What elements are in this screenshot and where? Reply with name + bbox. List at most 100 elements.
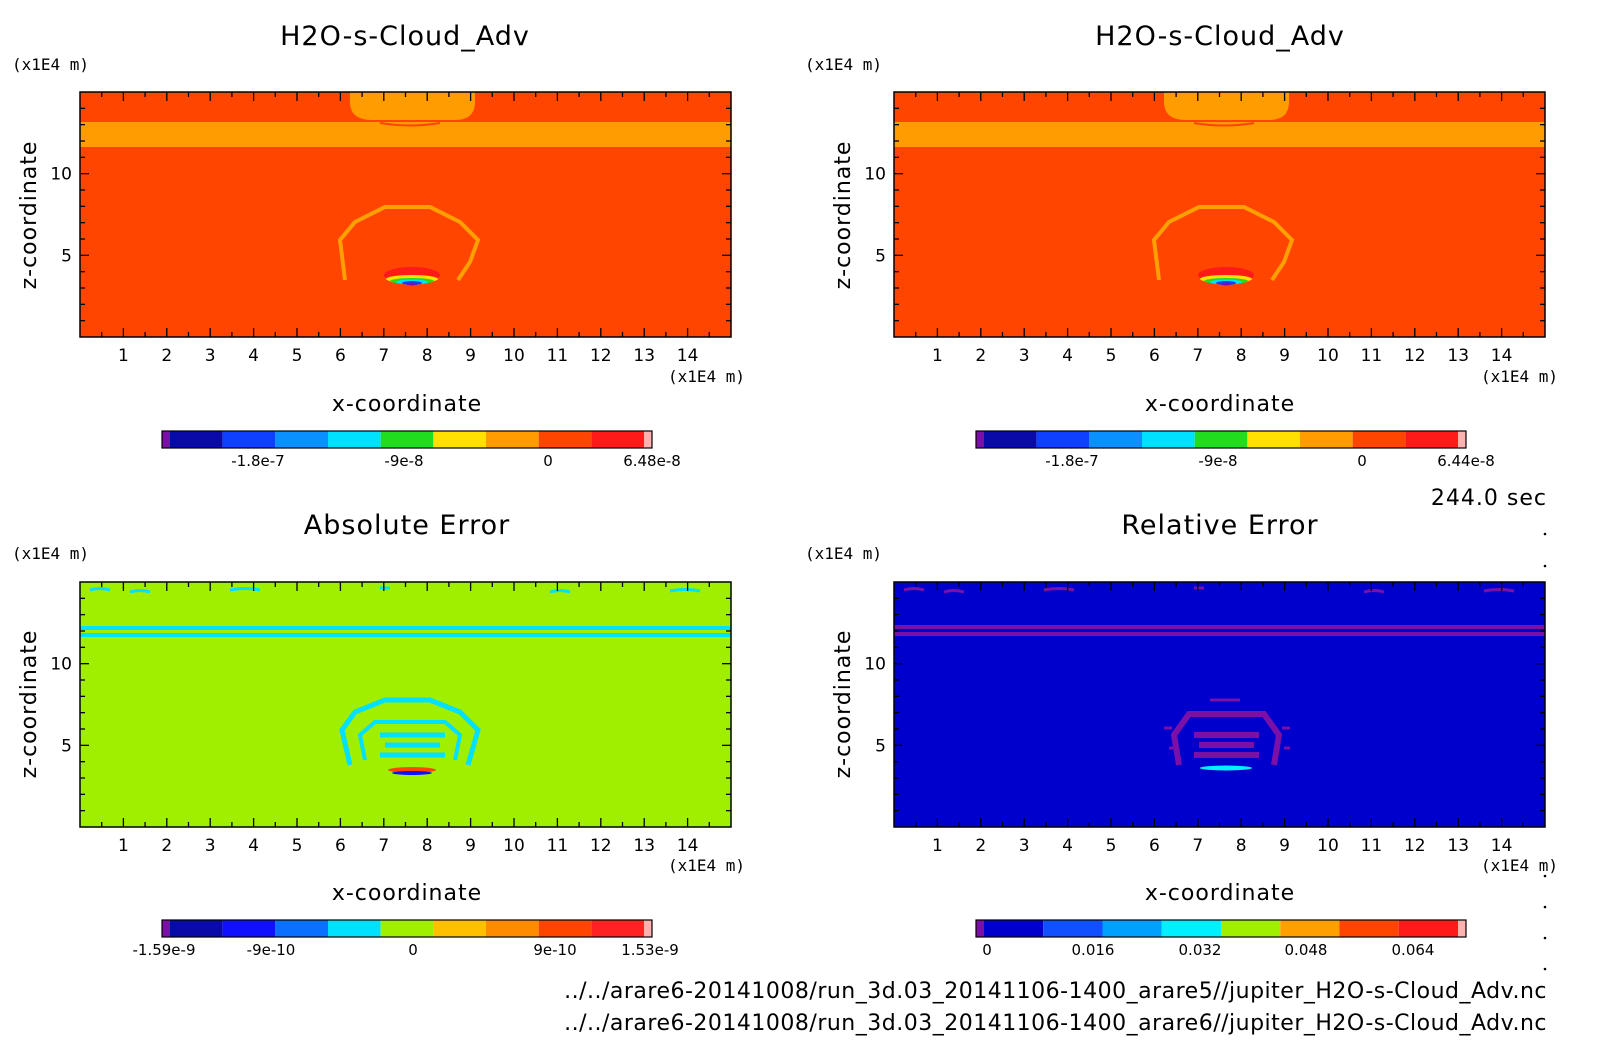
error-stripes <box>380 732 445 758</box>
colorbar-swatch <box>1036 431 1090 448</box>
x-tick-label: 12 <box>590 346 612 366</box>
x-tick-label: 9 <box>1279 836 1290 856</box>
core-cyan <box>1200 765 1252 771</box>
x-tick-label: 12 <box>590 836 612 856</box>
x-tick-label: 10 <box>503 836 525 856</box>
x-tick-label: 11 <box>547 346 569 366</box>
x-tick-label: 12 <box>1404 346 1426 366</box>
colorbar-swatch <box>380 920 434 937</box>
colorbar-swatch <box>591 431 644 448</box>
plot-area: 1 2 3 4 5 6 7 8 9 10 11 12 13 14 510 <box>50 581 732 856</box>
colorbar <box>975 430 1467 449</box>
y-unit-label: (x1E4 m) <box>12 55 89 74</box>
colorbar-labels: -1.59e-9 -9e-10 0 9e-10 1.53e-9 <box>133 941 679 959</box>
x-tick-label: 6 <box>335 836 346 856</box>
y-tick-label: 5 <box>875 246 886 266</box>
y-ticks: 5 10 <box>864 107 1545 322</box>
colorbar-label: -9e-8 <box>384 452 423 470</box>
error-specks <box>1164 698 1290 750</box>
top-ripples <box>903 586 1515 594</box>
y-ticks: 5 10 <box>50 107 731 322</box>
plot-area: 1 2 3 4 5 6 7 8 9 10 11 12 13 14 510 <box>50 91 732 366</box>
panel-top-left: H2O-s-Cloud_Adv (x1E4 m) 1 2 3 4 5 6 7 8 9 10 11 12… <box>12 21 745 470</box>
x-tick-label: 11 <box>1361 836 1383 856</box>
y-tick-label: 10 <box>864 165 886 185</box>
colorbar-swatch <box>1089 431 1142 448</box>
plot-area: 1 2 3 4 5 6 7 8 9 10 11 12 13 14 510 <box>864 91 1546 366</box>
x-tick-label: 8 <box>1236 346 1247 366</box>
colorbar-swatch <box>644 431 652 448</box>
y-tick-label: 10 <box>864 655 886 675</box>
x-tick-label: 4 <box>1062 836 1073 856</box>
band-line-lower <box>80 633 731 637</box>
cloud-top-notch <box>1193 122 1255 127</box>
x-tick-label: 4 <box>1062 346 1073 366</box>
colorbar-swatch <box>976 920 984 937</box>
x-tick-label: 5 <box>1106 346 1117 366</box>
colorbar-swatch <box>1405 431 1458 448</box>
x-tick-label: 7 <box>378 836 389 856</box>
y-tick-label: 10 <box>50 165 72 185</box>
colorbar-label: 0.016 <box>1072 941 1115 959</box>
colorbar-label: -1.8e-7 <box>231 452 284 470</box>
x-tick-label: 1 <box>932 836 943 856</box>
colorbar-label: 0.032 <box>1179 941 1222 959</box>
colorbar-swatch <box>275 920 328 937</box>
x-tick-label: 14 <box>1491 836 1513 856</box>
colorbar-swatch <box>222 920 276 937</box>
x-tick-label: 13 <box>1447 346 1469 366</box>
x-tick-label: 2 <box>161 346 172 366</box>
x-tick-label: 4 <box>248 836 259 856</box>
x-axis-label: x-coordinate <box>332 392 482 417</box>
plot-area: 1 2 3 4 5 6 7 8 9 10 11 12 13 14 510 <box>864 581 1546 856</box>
colorbar-swatch <box>1247 431 1300 448</box>
y-axis-label: z-coordinate <box>17 630 42 779</box>
y-ticks: 5 10 <box>864 597 1545 812</box>
core-blue <box>392 771 432 775</box>
colorbar-swatch <box>486 920 539 937</box>
colorbar-label: 1.53e-9 <box>621 941 679 959</box>
colorbar-swatch <box>1161 920 1221 937</box>
colorbar-swatch <box>1398 920 1458 937</box>
colorbar-label: 0 <box>1357 452 1367 470</box>
x-tick-label: 10 <box>1317 836 1339 856</box>
y-tick-label: 5 <box>61 736 72 756</box>
x-tick-label: 8 <box>1236 836 1247 856</box>
x-tick-label: 3 <box>205 836 216 856</box>
x-tick-label: 6 <box>335 346 346 366</box>
y-axis-label: z-coordinate <box>17 141 42 290</box>
error-shell-inner <box>357 720 463 761</box>
colorbar-swatch <box>433 920 486 937</box>
x-ticks: 1 2 3 4 5 6 7 8 9 10 11 12 13 14 <box>101 582 710 856</box>
colorbar-label: 0.048 <box>1285 941 1328 959</box>
x-ticks: 1 2 3 4 5 6 7 8 9 10 11 12 13 14 <box>101 92 710 366</box>
colorbar-label: 0 <box>408 941 418 959</box>
colorbar-label: 6.48e-8 <box>623 452 681 470</box>
field-background <box>894 582 1545 827</box>
x-tick-label: 7 <box>1192 346 1203 366</box>
x-tick-label: 1 <box>118 836 129 856</box>
x-tick-label: 1 <box>932 346 943 366</box>
x-tick-label: 11 <box>1361 346 1383 366</box>
colorbar-swatch <box>170 920 223 937</box>
x-tick-label: 14 <box>677 836 699 856</box>
y-ticks: 5 10 <box>50 597 731 812</box>
panel-title: H2O-s-Cloud_Adv <box>280 21 530 52</box>
colorbar-swatch <box>222 431 276 448</box>
colorbar-swatch <box>984 431 1037 448</box>
x-unit-label: (x1E4 m) <box>668 367 745 386</box>
panel-bottom-left: Absolute Error (x1E4 m) 1 2 3 4 5 6 7 8 9 10 11 12 1… <box>12 510 745 959</box>
field-background <box>80 582 731 827</box>
colorbar-swatch <box>644 920 652 937</box>
cloud-top-bump <box>1164 92 1289 120</box>
colorbar-swatch <box>1280 920 1340 937</box>
colorbar-swatch <box>1300 431 1353 448</box>
y-unit-label: (x1E4 m) <box>805 55 882 74</box>
colorbar-swatch <box>170 431 223 448</box>
colorbar-label: -1.59e-9 <box>133 941 196 959</box>
x-tick-label: 10 <box>503 346 525 366</box>
colorbar-label: -9e-10 <box>247 941 296 959</box>
band-line-upper <box>894 625 1545 629</box>
x-tick-label: 5 <box>1106 836 1117 856</box>
panel-top-right: H2O-s-Cloud_Adv (x1E4 m) 1 2 3 4 5 6 7 8 9 10 11 12… <box>805 21 1558 470</box>
